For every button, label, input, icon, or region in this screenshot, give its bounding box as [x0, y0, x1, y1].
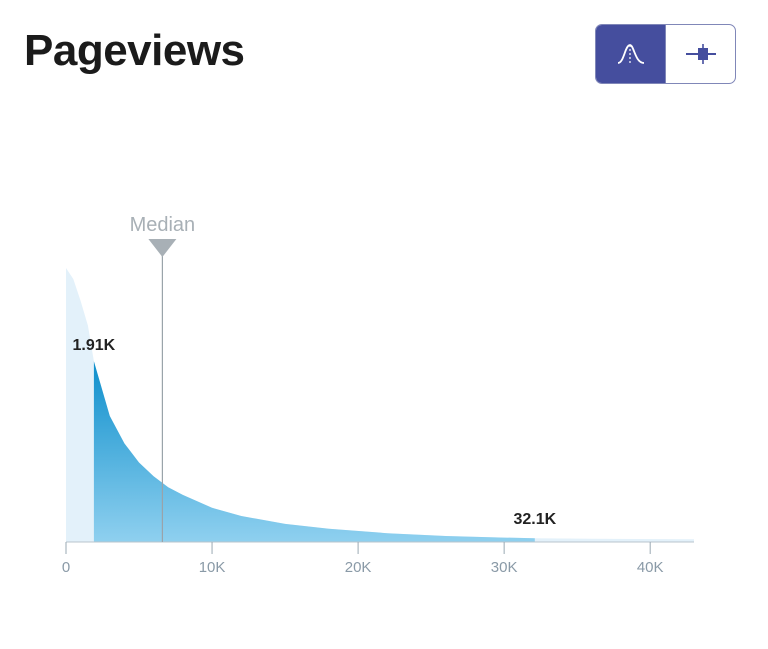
x-tick-label: 10K: [199, 559, 226, 576]
boxplot-icon: [685, 44, 716, 64]
x-tick-label: 30K: [491, 559, 518, 576]
x-tick-label: 20K: [345, 559, 372, 576]
range-high-label: 32.1K: [513, 511, 556, 528]
page-title: Pageviews: [24, 26, 245, 75]
boxplot-view-button[interactable]: [665, 25, 735, 83]
range-low-label: 1.91K: [73, 337, 116, 354]
distribution-view-button[interactable]: [596, 25, 665, 83]
view-toggle: [595, 24, 736, 84]
x-tick-label: 0: [62, 559, 70, 576]
median-label: Median: [130, 214, 196, 236]
distribution-curve-icon: [617, 44, 644, 64]
interquantile-area: [93, 361, 535, 542]
median-marker: [148, 239, 177, 257]
x-tick-label: 40K: [637, 559, 664, 576]
